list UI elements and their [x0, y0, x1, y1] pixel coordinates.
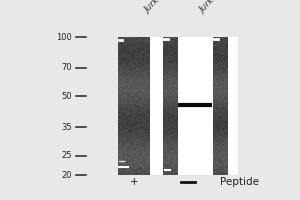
Text: 100: 100 — [56, 32, 72, 42]
Text: +: + — [130, 177, 138, 187]
Text: 35: 35 — [61, 123, 72, 132]
Text: 25: 25 — [61, 151, 72, 160]
Text: Peptide: Peptide — [220, 177, 259, 187]
Text: 70: 70 — [61, 63, 72, 72]
Text: 50: 50 — [61, 92, 72, 101]
Text: 20: 20 — [61, 170, 72, 180]
Text: Jurkat: Jurkat — [143, 0, 168, 15]
Text: Jurkat: Jurkat — [198, 0, 223, 15]
Bar — [118, 37, 238, 175]
